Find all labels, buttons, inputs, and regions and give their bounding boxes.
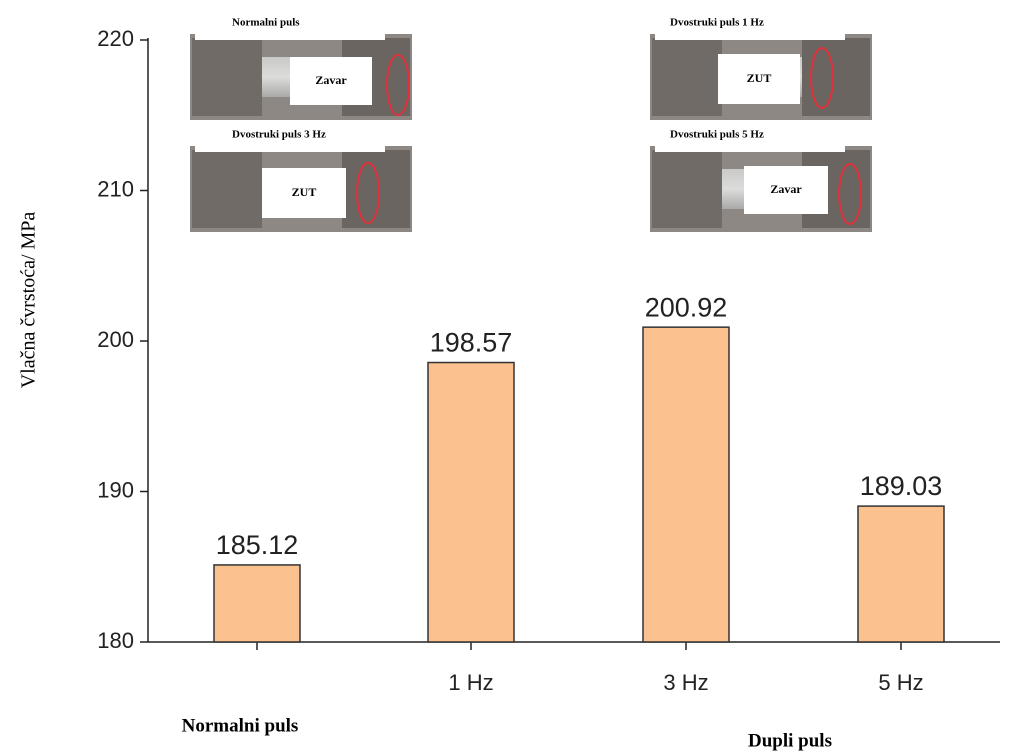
x-tick-label: 5 Hz bbox=[878, 670, 923, 695]
grip bbox=[192, 38, 262, 116]
grip bbox=[802, 38, 870, 116]
label-box bbox=[718, 54, 800, 104]
inset-title: Dvostruki puls 5 Hz bbox=[670, 129, 764, 141]
value-label: 189.03 bbox=[860, 471, 943, 501]
bar bbox=[427, 361, 515, 643]
bar bbox=[213, 564, 301, 643]
inset-label: Zavar bbox=[770, 182, 802, 196]
inset-title: Normalni puls bbox=[232, 17, 300, 29]
grip bbox=[652, 150, 722, 228]
inset-label: Zavar bbox=[315, 73, 347, 87]
y-tick-label: 190 bbox=[97, 477, 134, 502]
x-tick-label: 1 Hz bbox=[448, 670, 493, 695]
label-box bbox=[262, 168, 346, 218]
grip bbox=[652, 38, 722, 116]
inset-photo: Dvostruki puls 5 Hz Zavar bbox=[650, 124, 872, 232]
y-tick-label: 180 bbox=[97, 628, 134, 653]
inset-photo: Dvostruki puls 3 Hz ZUT bbox=[190, 124, 412, 232]
bar bbox=[642, 326, 730, 643]
y-tick-label: 220 bbox=[97, 26, 134, 51]
title-box bbox=[195, 124, 385, 152]
label-box bbox=[290, 57, 372, 105]
inset-title: Dvostruki puls 1 Hz bbox=[670, 17, 764, 29]
highlight bbox=[838, 163, 862, 225]
title-box bbox=[655, 124, 845, 152]
inset-title: Dvostruki puls 3 Hz bbox=[232, 129, 326, 141]
inset-photo: Dvostruki puls 1 Hz ZUT bbox=[650, 12, 872, 120]
highlight bbox=[810, 47, 834, 109]
y-tick-label: 200 bbox=[97, 327, 134, 352]
label-box bbox=[744, 166, 828, 214]
y-tick-label: 210 bbox=[97, 176, 134, 201]
title-box bbox=[655, 12, 845, 40]
value-label: 185.12 bbox=[216, 530, 299, 560]
group-label: Dupli puls bbox=[748, 730, 832, 751]
inset-label: ZUT bbox=[292, 185, 317, 199]
grip bbox=[192, 150, 262, 228]
y-axis-label: Vlačna čvrstoća/ MPa bbox=[18, 212, 40, 389]
bar bbox=[857, 505, 945, 643]
inset-label: ZUT bbox=[747, 71, 772, 85]
title-box bbox=[195, 12, 385, 40]
inset-photo: Normalni puls Zavar bbox=[190, 12, 412, 120]
x-tick-label: 3 Hz bbox=[663, 670, 708, 695]
highlight bbox=[356, 162, 380, 224]
value-label: 200.92 bbox=[645, 292, 728, 322]
highlight bbox=[386, 54, 410, 116]
value-label: 198.57 bbox=[430, 328, 513, 358]
group-label: Normalni puls bbox=[182, 715, 299, 736]
